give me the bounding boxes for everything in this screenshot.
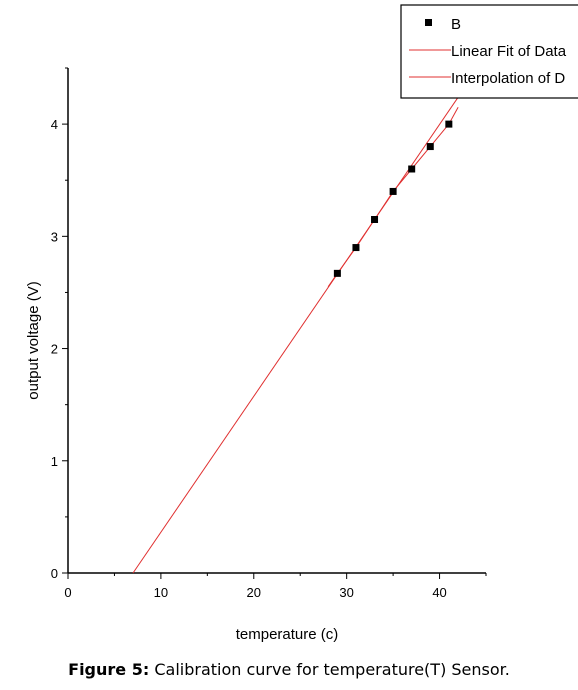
- y-tick-label: 3: [51, 229, 58, 244]
- axes: 0 10 20 30 40 0 1 2 3 4: [51, 67, 487, 600]
- data-point: [408, 165, 416, 173]
- figure-caption-text: Calibration curve for temperature(T) Sen…: [149, 660, 510, 679]
- figure-caption-label: Figure 5:: [68, 660, 150, 679]
- y-tick-label: 1: [51, 454, 58, 469]
- legend-label: B: [451, 16, 461, 33]
- chart: 0 10 20 30 40 0 1 2 3 4 B Linear Fit of Data Interp…: [25, 4, 578, 643]
- legend-marker: [425, 19, 432, 26]
- legend-label: Interpolation of D: [451, 70, 565, 87]
- data-point: [371, 216, 379, 223]
- data-point: [445, 120, 453, 128]
- y-tick-label: 4: [51, 117, 58, 132]
- series-line: [327, 107, 459, 288]
- x-tick-label: 30: [339, 585, 353, 600]
- data-point: [352, 244, 360, 252]
- series-layer: [132, 90, 464, 574]
- figure-caption: Figure 5: Calibration curve for temperat…: [0, 660, 578, 679]
- y-tick-label: 2: [51, 342, 58, 357]
- data-point: [333, 269, 341, 277]
- x-tick-label: 10: [154, 585, 168, 600]
- series-line: [132, 90, 464, 574]
- legend-label: Linear Fit of Data: [451, 43, 567, 60]
- legend: B Linear Fit of Data Interpolation of D: [400, 4, 578, 99]
- y-axis-label: output voltage (V): [25, 281, 42, 399]
- data-point: [389, 187, 397, 195]
- x-tick-label: 40: [432, 585, 446, 600]
- x-tick-label: 0: [64, 585, 71, 600]
- data-point: [426, 143, 434, 151]
- x-tick-label: 20: [247, 585, 261, 600]
- x-axis-label: temperature (c): [236, 626, 339, 643]
- y-tick-label: 0: [51, 566, 58, 581]
